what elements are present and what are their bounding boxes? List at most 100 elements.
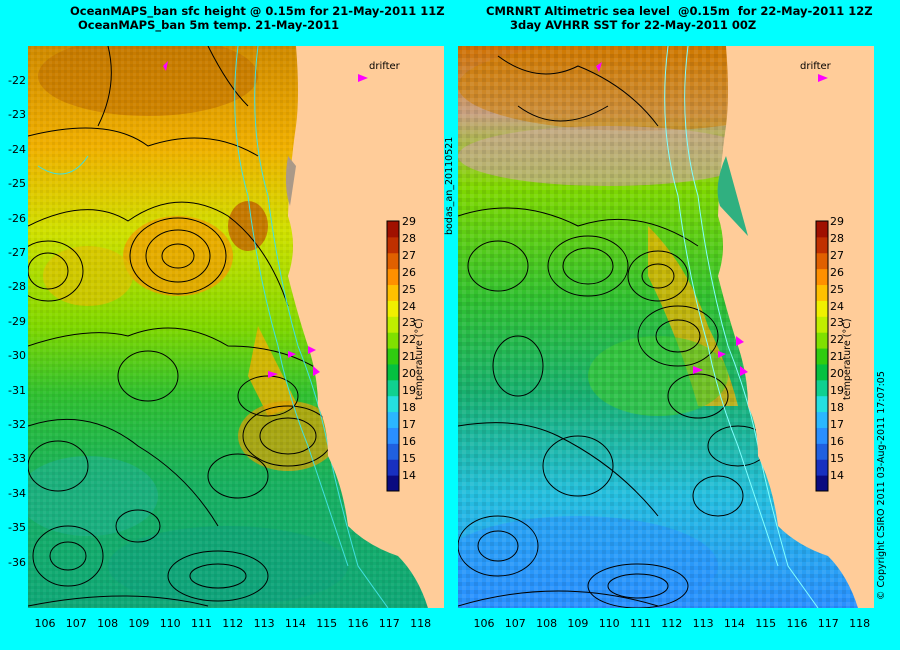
colorbar-tick: 17: [830, 417, 844, 431]
lon-tick: 109: [567, 617, 589, 630]
colorbar-tick: 22: [830, 333, 844, 347]
colorbar-tick: 16: [402, 434, 416, 448]
lon-tick: 113: [253, 617, 275, 630]
lon-tick: 112: [222, 617, 244, 630]
right-colorbar-label: temperature (°C): [842, 318, 853, 400]
copyright-label: © Copyright CSIRO 2011 03-Aug-2011 17:07…: [876, 371, 887, 600]
left-shark-bay: [285, 156, 296, 206]
lat-tick: -22: [8, 74, 26, 87]
left-sea-level-contours: [28, 46, 334, 607]
colorbar-tick: 28: [830, 231, 844, 245]
lon-tick: 108: [536, 617, 558, 630]
colorbar-swatch: [816, 363, 828, 381]
colorbar-tick: 14: [402, 468, 416, 482]
lat-tick: -35: [8, 521, 26, 535]
lon-tick: 118: [410, 617, 432, 630]
left-colorbar: [386, 220, 400, 492]
colorbar-swatch: [816, 348, 828, 365]
colorbar-tick: 17: [402, 417, 416, 431]
lon-tick: 114: [723, 617, 745, 630]
lon-tick: 114: [284, 617, 306, 630]
drifter-arrow: [308, 346, 316, 354]
colorbar-tick: 18: [402, 400, 416, 414]
lat-tick: -30: [8, 349, 26, 363]
colorbar-tick: 14: [830, 468, 844, 482]
colorbar-tick: 27: [402, 248, 416, 262]
lat-tick: -31: [8, 383, 26, 397]
lat-tick: -36: [8, 555, 26, 569]
colorbar-swatch: [387, 284, 399, 301]
colorbar-tick: 15: [830, 451, 844, 465]
lon-tick: 111: [191, 617, 212, 630]
colorbar-tick: 20: [402, 367, 416, 381]
colorbar-swatch: [816, 411, 828, 428]
lon-tick: 112: [661, 617, 683, 630]
colorbar-tick: 24: [830, 299, 844, 313]
left-drifters: [163, 61, 368, 378]
lon-tick: 107: [65, 617, 87, 630]
colorbar-swatch: [816, 332, 828, 349]
drifter-arrow: [740, 366, 748, 376]
colorbar-swatch: [387, 363, 399, 381]
colorbar-swatch: [387, 348, 399, 365]
colorbar-tick: 23: [830, 316, 844, 330]
colorbar-tick: 29: [830, 215, 844, 228]
lon-tick: 117: [378, 617, 400, 630]
lat-tick: -34: [8, 486, 26, 500]
colorbar-tick: 15: [402, 451, 416, 465]
colorbar-tick: 26: [402, 265, 416, 279]
right-drifter-label: drifter: [800, 61, 831, 72]
lon-tick: 108: [97, 617, 119, 630]
colorbar-tick: 26: [830, 265, 844, 279]
lon-tick: 111: [630, 617, 651, 630]
colorbar-swatch: [387, 316, 399, 333]
lat-tick: -24: [8, 142, 26, 156]
colorbar-swatch: [816, 459, 828, 476]
colorbar-tick: 19: [830, 384, 844, 397]
lon-tick: 118: [849, 617, 871, 630]
colorbar-tick: 29: [402, 215, 416, 228]
drifter-arrow: [596, 62, 602, 72]
colorbar-swatch: [816, 300, 828, 317]
drifter-legend-arrow: [358, 74, 368, 82]
colorbar-tick: 19: [402, 384, 416, 397]
lon-tick: 110: [598, 617, 620, 630]
lon-tick: 117: [817, 617, 839, 630]
right-bathymetry-lines: [664, 46, 819, 608]
colorbar-tick: 20: [830, 367, 844, 381]
lat-tick: -26: [8, 211, 26, 225]
right-australia-land: [718, 46, 874, 608]
lon-tick: 116: [786, 617, 808, 630]
lon-tick: 116: [347, 617, 369, 630]
lat-tick: -29: [8, 314, 26, 328]
colorbar-swatch: [816, 427, 828, 444]
right-title-line2: 3day AVHRR SST for 22-May-2011 00Z: [510, 18, 757, 32]
colorbar-swatch: [387, 300, 399, 317]
colorbar-tick: 16: [830, 434, 844, 448]
lat-tick: -23: [8, 108, 26, 122]
colorbar-swatch: [387, 268, 399, 286]
colorbar-swatch: [816, 379, 828, 397]
right-map-svg: [458, 46, 874, 608]
lon-tick: 109: [128, 617, 150, 630]
colorbar-swatch: [387, 236, 399, 254]
colorbar-border: [815, 220, 829, 492]
lat-tick: -25: [8, 177, 26, 191]
colorbar-border: [386, 220, 400, 492]
colorbar-swatch: [387, 379, 399, 397]
colorbar-swatch: [387, 252, 399, 270]
left-title-line1: OceanMAPS_ban sfc height @ 0.15m for 21-…: [70, 4, 445, 18]
colorbar-swatch: [816, 221, 828, 238]
drifter-arrow: [288, 351, 296, 358]
right-sea-level-contours: [458, 55, 769, 608]
left-australia-land: [288, 46, 444, 608]
drifter-arrow: [163, 61, 168, 71]
colorbar-tick: 21: [402, 350, 416, 364]
lat-tick: -32: [8, 418, 26, 431]
colorbar-swatch: [816, 443, 828, 460]
lon-tick: 113: [692, 617, 714, 630]
colorbar-swatch: [387, 411, 399, 428]
colorbar-tick: 25: [402, 282, 416, 296]
drifter-arrow: [268, 371, 278, 378]
lon-tick: 107: [504, 617, 526, 630]
